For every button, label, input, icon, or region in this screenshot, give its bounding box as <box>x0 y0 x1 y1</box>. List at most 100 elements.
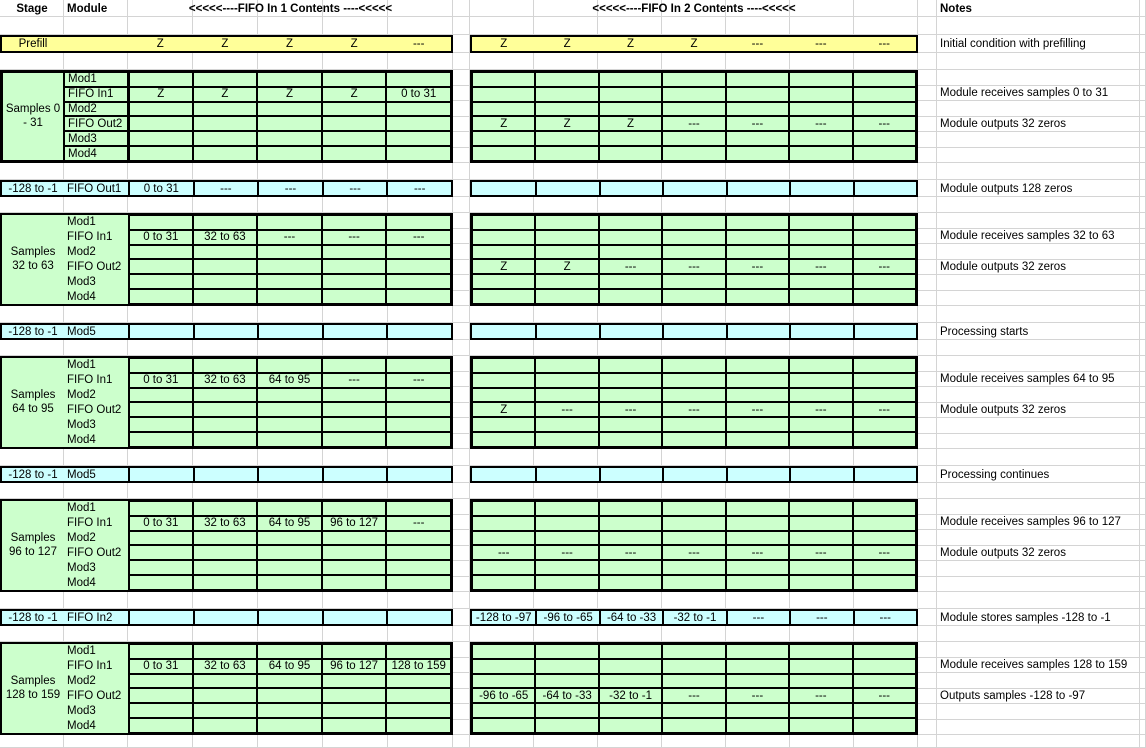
fifo2-cell[interactable] <box>725 644 790 659</box>
fifo1-cell[interactable] <box>321 72 387 87</box>
fifo2-cell[interactable] <box>535 703 599 719</box>
fifo2-cell[interactable] <box>662 658 726 674</box>
fifo1-cell[interactable] <box>321 673 387 689</box>
fifo2-cell[interactable] <box>535 530 599 546</box>
module-cell[interactable]: Mod3 <box>67 418 96 431</box>
fifo2-cell[interactable] <box>598 274 663 290</box>
fifo2-cell[interactable] <box>662 387 726 403</box>
module-cell[interactable]: FIFO Out1 <box>67 182 122 195</box>
fifo2-cell[interactable] <box>662 501 726 516</box>
fifo1-cell[interactable]: 0 to 31 <box>128 229 193 245</box>
fifo2-cell[interactable]: --- <box>789 116 853 132</box>
prefill-fifo2-cell[interactable]: --- <box>815 38 827 50</box>
fifo1-cell[interactable] <box>321 274 387 290</box>
fifo1-cell[interactable] <box>386 146 451 161</box>
fifo2-cell[interactable] <box>472 325 535 338</box>
fifo2-cell[interactable] <box>662 560 726 576</box>
fifo2-cell[interactable] <box>789 644 853 659</box>
fifo2-cell[interactable] <box>789 718 853 733</box>
fifo1-cell[interactable] <box>257 560 322 576</box>
module-cell[interactable]: Mod2 <box>67 675 96 688</box>
fifo2-cell[interactable]: -128 to -97 <box>475 611 532 624</box>
fifo2-cell[interactable] <box>852 417 916 433</box>
fifo2-cell[interactable] <box>789 101 853 117</box>
fifo2-cell[interactable] <box>598 703 663 719</box>
fifo1-cell[interactable] <box>386 703 451 719</box>
fifo2-cell[interactable] <box>852 358 916 373</box>
fifo1-cell[interactable] <box>386 72 451 87</box>
prefill-fifo2-cell[interactable]: --- <box>878 38 891 50</box>
fifo1-cell[interactable]: --- <box>386 182 451 195</box>
fifo2-cell[interactable] <box>789 560 853 576</box>
fifo1-cell[interactable] <box>128 116 193 132</box>
fifo2-cell[interactable] <box>725 468 789 481</box>
module-cell[interactable]: FIFO In1 <box>67 660 113 673</box>
stage-cell[interactable]: -128 to -1 <box>8 611 58 624</box>
fifo2-cell[interactable] <box>598 515 663 531</box>
note-cell[interactable]: Module receives samples 96 to 127 <box>940 516 1121 529</box>
fifo1-cell[interactable]: Z <box>321 86 387 102</box>
fifo1-cell[interactable] <box>192 289 258 304</box>
column-header-module[interactable]: Module <box>67 2 108 15</box>
fifo2-cell[interactable] <box>472 215 536 230</box>
fifo1-cell[interactable]: 64 to 95 <box>257 372 322 388</box>
fifo2-cell[interactable] <box>662 644 726 659</box>
fifo1-cell[interactable]: 32 to 63 <box>192 229 258 245</box>
fifo1-cell[interactable]: 128 to 159 <box>386 658 451 674</box>
fifo2-cell[interactable] <box>852 703 916 719</box>
module-cell[interactable]: FIFO In2 <box>67 611 113 624</box>
fifo1-cell[interactable]: 64 to 95 <box>257 658 322 674</box>
fifo1-cell[interactable] <box>128 131 193 147</box>
fifo2-cell[interactable]: --- <box>662 545 726 561</box>
fifo2-cell[interactable] <box>789 146 853 161</box>
fifo1-cell[interactable] <box>128 468 193 481</box>
fifo2-cell[interactable] <box>472 86 536 102</box>
fifo2-cell[interactable] <box>662 146 726 161</box>
module-cell[interactable]: Mod1 <box>67 359 96 372</box>
stage-cell[interactable]: Samples 0- 31 <box>2 72 64 161</box>
module-cell[interactable]: Mod1 <box>64 72 128 87</box>
fifo1-cell[interactable] <box>321 244 387 260</box>
fifo2-cell[interactable] <box>535 575 599 590</box>
fifo2-cell[interactable]: --- <box>725 259 790 275</box>
fifo2-cell[interactable] <box>472 182 535 195</box>
fifo1-cell[interactable]: 0 to 31 <box>128 372 193 388</box>
fifo1-cell[interactable] <box>386 560 451 576</box>
fifo2-cell[interactable] <box>535 658 599 674</box>
fifo2-cell[interactable] <box>789 432 853 447</box>
fifo1-cell[interactable] <box>257 101 322 117</box>
stage-cell[interactable]: -128 to -1 <box>8 468 58 481</box>
fifo2-cell[interactable] <box>598 372 663 388</box>
fifo1-cell[interactable] <box>128 501 193 516</box>
module-cell[interactable]: Mod5 <box>67 325 96 338</box>
note-cell[interactable]: Processing continues <box>940 468 1050 481</box>
fifo2-cell[interactable]: Z <box>472 402 536 418</box>
fifo2-cell[interactable] <box>472 658 536 674</box>
fifo2-cell[interactable] <box>535 182 598 195</box>
fifo2-cell[interactable] <box>725 530 790 546</box>
fifo2-cell[interactable] <box>789 515 853 531</box>
fifo2-cell[interactable] <box>472 718 536 733</box>
fifo2-cell[interactable] <box>662 575 726 590</box>
note-cell[interactable]: Module outputs 32 zeros <box>940 404 1066 417</box>
fifo1-cell[interactable] <box>386 530 451 546</box>
fifo2-cell[interactable] <box>789 289 853 304</box>
fifo2-cell[interactable] <box>852 274 916 290</box>
fifo1-cell[interactable] <box>386 402 451 418</box>
fifo1-cell[interactable]: --- <box>386 515 451 531</box>
fifo2-cell[interactable] <box>789 325 852 338</box>
fifo1-cell[interactable] <box>128 215 193 230</box>
fifo2-cell[interactable] <box>725 560 790 576</box>
fifo2-cell[interactable] <box>852 468 916 481</box>
fifo1-cell[interactable] <box>321 417 387 433</box>
fifo1-cell[interactable] <box>257 402 322 418</box>
fifo1-cell[interactable] <box>321 432 387 447</box>
fifo1-cell[interactable] <box>386 274 451 290</box>
fifo1-cell[interactable] <box>321 325 387 338</box>
fifo2-cell[interactable] <box>472 387 536 403</box>
fifo2-cell[interactable] <box>598 718 663 733</box>
fifo2-cell[interactable] <box>662 289 726 304</box>
fifo2-cell[interactable] <box>662 72 726 87</box>
fifo1-cell[interactable]: Z <box>128 86 193 102</box>
fifo2-cell[interactable] <box>852 146 916 161</box>
